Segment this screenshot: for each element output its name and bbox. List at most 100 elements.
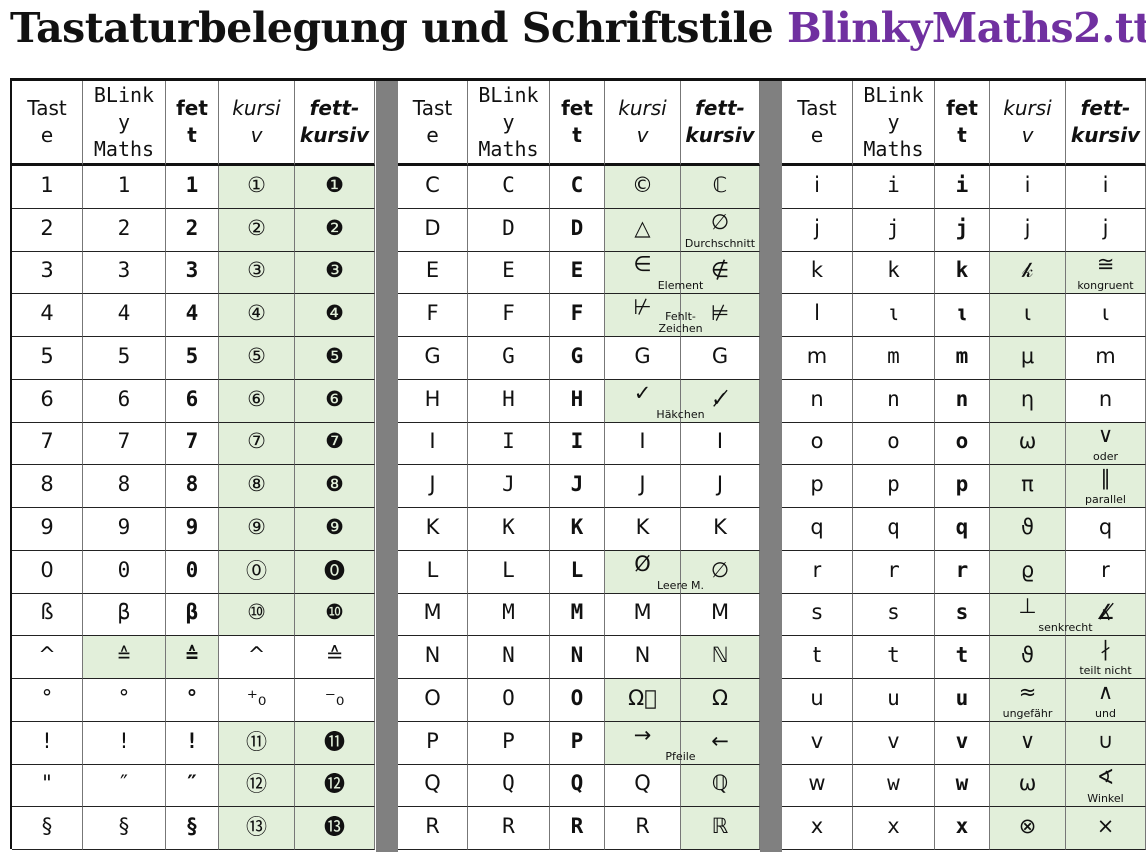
glyph: O bbox=[570, 685, 584, 710]
cell-bold-italic: j bbox=[1066, 208, 1146, 252]
cell-bold: N bbox=[550, 636, 605, 679]
glyph: ❿ bbox=[325, 600, 344, 625]
table-row: 9 9 9 ⑨ ❾ bbox=[12, 508, 375, 551]
glyph-caption: Pfeile bbox=[665, 749, 696, 763]
table-row: ß β β ⑩ ❿ bbox=[12, 593, 375, 637]
glyph: m bbox=[887, 343, 900, 368]
glyph: K bbox=[635, 514, 650, 539]
glyph: ∨ bbox=[1019, 728, 1036, 753]
glyph: 0 bbox=[117, 557, 131, 582]
glyph: Ω bbox=[711, 685, 729, 710]
table-row: 0 0 0 ⓪ ⓿ bbox=[12, 550, 375, 594]
glyph: ⁻₀ bbox=[324, 685, 345, 710]
cell-blinkymaths: s bbox=[853, 593, 935, 637]
cell-key: u bbox=[782, 679, 853, 722]
cell-blinkymaths: I bbox=[468, 422, 550, 466]
cell-italic: ϱ bbox=[990, 550, 1066, 594]
cell-italic: G bbox=[605, 337, 681, 380]
cell-bold: K bbox=[550, 508, 605, 551]
glyph-caption: oder bbox=[1092, 450, 1118, 464]
glyph: ⓫ bbox=[324, 729, 345, 754]
cell-blinkymaths: 5 bbox=[83, 337, 166, 380]
glyph: R bbox=[570, 814, 584, 839]
glyph: k bbox=[810, 258, 824, 283]
glyph: ⑦ bbox=[247, 429, 266, 454]
glyph: u bbox=[810, 685, 824, 710]
glyph: k bbox=[887, 258, 900, 283]
glyph: F bbox=[426, 301, 439, 326]
cell-blinkymaths: K bbox=[468, 508, 550, 551]
cell-bold: m bbox=[935, 337, 990, 380]
glyph: I bbox=[716, 429, 724, 454]
cell-bold-italic: ∥ parallel bbox=[1066, 465, 1146, 508]
cell-italic: ⓪ bbox=[219, 550, 295, 594]
cell-key: C bbox=[398, 166, 468, 209]
header-blinkymaths: BLink y Maths bbox=[853, 81, 935, 166]
cell-key: 4 bbox=[12, 294, 83, 337]
cell-key: 1 bbox=[12, 166, 83, 209]
glyph: 6 bbox=[117, 386, 131, 411]
table-row: 5 5 5 ⑤ ❺ bbox=[12, 337, 375, 380]
cell-bold-italic: J bbox=[681, 465, 760, 508]
glyph: ④ bbox=[247, 301, 266, 326]
glyph: 𝓀 bbox=[1021, 257, 1034, 282]
cell-blinkymaths: p bbox=[853, 465, 935, 508]
glyph: R bbox=[635, 814, 650, 839]
cell-blinkymaths: H bbox=[468, 379, 550, 423]
cell-bold: M bbox=[550, 593, 605, 637]
header-blinkymaths: BLink y Maths bbox=[468, 81, 550, 166]
glyph: ❹ bbox=[325, 301, 344, 326]
cell-italic: ⑬ bbox=[219, 807, 295, 850]
cell-italic: ω bbox=[990, 764, 1066, 808]
cell-blinkymaths: 9 bbox=[83, 508, 166, 551]
glyph: q bbox=[955, 514, 969, 539]
cell-italic: N bbox=[605, 636, 681, 679]
cell-bold: 1 bbox=[166, 166, 219, 209]
glyph: ❻ bbox=[325, 386, 344, 411]
glyph: ϑ bbox=[1020, 643, 1034, 668]
cell-bold: r bbox=[935, 550, 990, 594]
glyph: v bbox=[810, 728, 824, 753]
cell-bold: 7 bbox=[166, 422, 219, 466]
cell-bold-italic: ❼ bbox=[295, 422, 375, 466]
glyph: p bbox=[955, 472, 969, 497]
glyph: j bbox=[887, 215, 900, 240]
keyboard-mapping-table: Tast e BLink y Maths fet t kursi v fett- kur… bbox=[10, 78, 1146, 852]
cell-bold-italic: ℂ bbox=[681, 166, 760, 209]
glyph: ∧ bbox=[1097, 679, 1114, 704]
header-key: Tast e bbox=[782, 81, 853, 166]
cell-bold-italic: ∢ Winkel bbox=[1066, 764, 1146, 808]
cell-bold: 8 bbox=[166, 465, 219, 508]
glyph: π bbox=[1021, 472, 1034, 497]
glyph: ϑ bbox=[1020, 514, 1034, 539]
glyph: 2 bbox=[40, 215, 54, 240]
table-row: 7 7 7 ⑦ ❼ bbox=[12, 422, 375, 466]
glyph: ≅ bbox=[1096, 252, 1115, 277]
glyph: L bbox=[570, 557, 584, 582]
table-row: 8 8 8 ⑧ ❽ bbox=[12, 465, 375, 508]
glyph: r bbox=[1101, 557, 1110, 582]
cell-bold: ! bbox=[166, 721, 219, 765]
cell-italic: ④ bbox=[219, 294, 295, 337]
glyph: ° bbox=[185, 685, 199, 710]
glyph: J bbox=[639, 472, 646, 497]
cell-bold-italic: ι bbox=[1066, 294, 1146, 337]
header-italic: kursi v bbox=[990, 81, 1066, 166]
cell-key: k bbox=[782, 251, 853, 295]
table-row: E E E ∈ Element ∉ bbox=[398, 251, 760, 295]
cell-blinkymaths: Q bbox=[468, 764, 550, 808]
glyph: ℕ bbox=[711, 643, 729, 668]
cell-bold-italic: ⁻₀ bbox=[295, 679, 375, 722]
glyph: ⑥ bbox=[247, 386, 266, 411]
block-separator bbox=[760, 81, 782, 852]
glyph: I bbox=[429, 429, 436, 454]
glyph: n bbox=[1098, 386, 1113, 411]
glyph: ∨ bbox=[1097, 423, 1114, 448]
glyph: x bbox=[955, 814, 969, 839]
glyph: r bbox=[955, 557, 969, 582]
cell-italic: ^ bbox=[219, 636, 295, 679]
cell-bold-italic: ❽ bbox=[295, 465, 375, 508]
